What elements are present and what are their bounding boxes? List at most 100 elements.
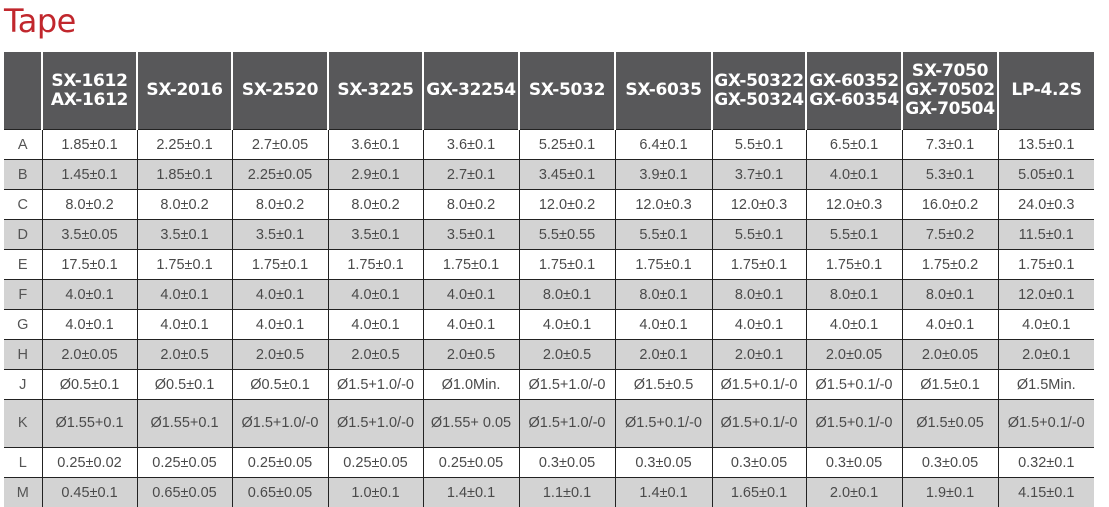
column-header: GX-32254 [423, 52, 519, 130]
table-cell: 7.3±0.1 [902, 130, 998, 160]
table-cell: Ø1.5+0.1/-0 [806, 400, 902, 448]
table-cell: 8.0±0.1 [712, 280, 806, 310]
table-cell: 4.0±0.1 [423, 280, 519, 310]
table-cell: Ø1.5Min. [998, 370, 1094, 400]
table-cell: 8.0±0.1 [615, 280, 712, 310]
table-cell: 4.0±0.1 [137, 280, 232, 310]
row-label: E [4, 250, 42, 280]
table-cell: Ø0.5±0.1 [232, 370, 328, 400]
table-cell: Ø0.5±0.1 [137, 370, 232, 400]
table-cell: 2.0±0.5 [519, 340, 615, 370]
table-cell: 2.0±0.5 [137, 340, 232, 370]
table-cell: 2.25±0.1 [137, 130, 232, 160]
table-cell: 0.65±0.05 [137, 478, 232, 507]
table-cell: 3.5±0.1 [328, 220, 423, 250]
table-cell: 12.0±0.2 [519, 190, 615, 220]
table-cell: 8.0±0.2 [137, 190, 232, 220]
row-label: G [4, 310, 42, 340]
table-cell: 2.9±0.1 [328, 160, 423, 190]
table-cell: Ø1.5+0.1/-0 [712, 370, 806, 400]
table-cell: 1.75±0.1 [712, 250, 806, 280]
table-cell: 7.5±0.2 [902, 220, 998, 250]
table-cell: Ø0.5±0.1 [42, 370, 137, 400]
table-cell: 0.25±0.05 [423, 448, 519, 478]
table-cell: 24.0±0.3 [998, 190, 1094, 220]
table-cell: 2.0±0.05 [902, 340, 998, 370]
table-cell: Ø1.5±0.5 [615, 370, 712, 400]
table-cell: 5.3±0.1 [902, 160, 998, 190]
table-cell: 0.3±0.05 [902, 448, 998, 478]
column-header: SX-6035 [615, 52, 712, 130]
table-cell: 4.0±0.1 [806, 310, 902, 340]
table-cell: 5.5±0.1 [615, 220, 712, 250]
table-cell: 0.3±0.05 [712, 448, 806, 478]
column-header: SX-3225 [328, 52, 423, 130]
table-cell: 4.0±0.1 [328, 280, 423, 310]
row-label: F [4, 280, 42, 310]
table-cell: 6.4±0.1 [615, 130, 712, 160]
table-cell: 5.25±0.1 [519, 130, 615, 160]
table-cell: Ø1.55+0.1 [42, 400, 137, 448]
table-cell: 4.0±0.1 [137, 310, 232, 340]
table-cell: 12.0±0.3 [615, 190, 712, 220]
table-cell: 4.0±0.1 [42, 280, 137, 310]
table-cell: 1.75±0.2 [902, 250, 998, 280]
table-cell: 17.5±0.1 [42, 250, 137, 280]
table-cell: 4.0±0.1 [232, 280, 328, 310]
table-cell: 3.6±0.1 [328, 130, 423, 160]
table-cell: 4.0±0.1 [232, 310, 328, 340]
table-cell: 8.0±0.2 [232, 190, 328, 220]
table-cell: 1.75±0.1 [519, 250, 615, 280]
table-cell: 6.5±0.1 [806, 130, 902, 160]
table-cell: 4.0±0.1 [998, 310, 1094, 340]
table-cell: 4.0±0.1 [712, 310, 806, 340]
table-cell: 0.3±0.05 [615, 448, 712, 478]
table-cell: Ø1.5+1.0/-0 [232, 400, 328, 448]
table-cell: Ø1.5+0.1/-0 [712, 400, 806, 448]
column-header: GX-50322 GX-50324 [712, 52, 806, 130]
column-header: SX-1612 AX-1612 [42, 52, 137, 130]
table-cell: 2.0±0.1 [712, 340, 806, 370]
table-cell: 2.7±0.1 [423, 160, 519, 190]
table-cell: 2.0±0.1 [615, 340, 712, 370]
table-cell: 3.6±0.1 [423, 130, 519, 160]
table-cell: 3.9±0.1 [615, 160, 712, 190]
table-cell: 3.5±0.1 [423, 220, 519, 250]
table-cell: 0.25±0.05 [232, 448, 328, 478]
table-cell: 1.85±0.1 [42, 130, 137, 160]
row-label: L [4, 448, 42, 478]
table-cell: 3.7±0.1 [712, 160, 806, 190]
table-cell: 1.75±0.1 [423, 250, 519, 280]
column-header: GX-60352 GX-60354 [806, 52, 902, 130]
table-cell: 2.0±0.5 [328, 340, 423, 370]
table-cell: 1.75±0.1 [137, 250, 232, 280]
table-cell: 3.5±0.05 [42, 220, 137, 250]
table-cell: 4.0±0.1 [615, 310, 712, 340]
table-cell: 1.0±0.1 [328, 478, 423, 507]
table-cell: 1.45±0.1 [42, 160, 137, 190]
table-cell: Ø1.5+1.0/-0 [519, 400, 615, 448]
table-cell: Ø1.5±0.05 [902, 400, 998, 448]
row-label: C [4, 190, 42, 220]
table-cell: 1.1±0.1 [519, 478, 615, 507]
table-cell: 4.0±0.1 [328, 310, 423, 340]
table-cell: 13.5±0.1 [998, 130, 1094, 160]
table-cell: 0.3±0.05 [806, 448, 902, 478]
table-cell: 4.0±0.1 [902, 310, 998, 340]
table-cell: 2.0±0.5 [423, 340, 519, 370]
table-cell: 3.45±0.1 [519, 160, 615, 190]
table-cell: 1.75±0.1 [806, 250, 902, 280]
table-cell: 1.75±0.1 [328, 250, 423, 280]
table-cell: 5.5±0.1 [712, 130, 806, 160]
